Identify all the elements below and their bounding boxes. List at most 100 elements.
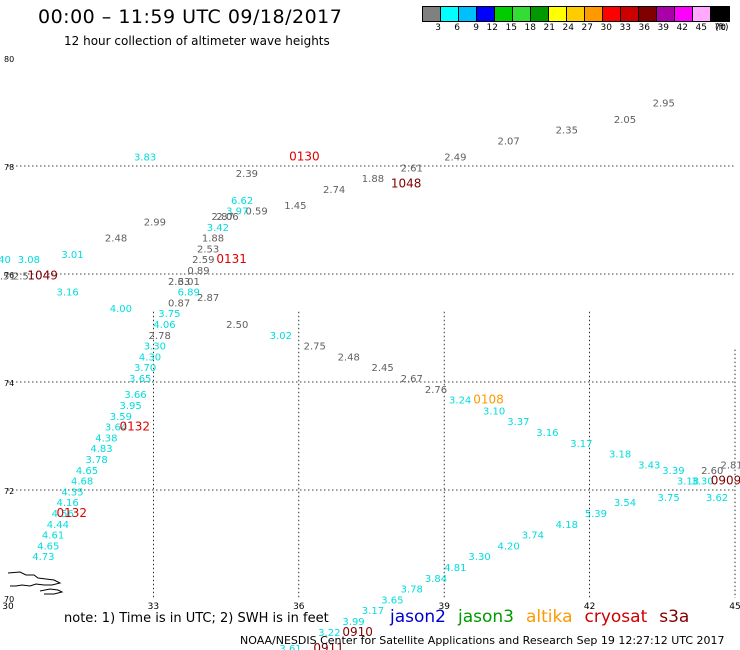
pass-time-labels: 0130 1048 1049 0131 0132 0132 0108 0909 0910 0911 [27,150,740,650]
legend-cryosat: cryosat [584,607,648,627]
wave-height-value: 3.01 [178,277,200,288]
colorbar-label: 9 [473,23,479,33]
wave-height-value: 3.10 [483,406,505,417]
wave-height-value: 2.53 [197,244,219,255]
wave-height-value: 4.56 [52,509,74,520]
wave-height-value: 2.99 [144,217,166,228]
wave-height-value: 3.22 [318,628,340,639]
wave-height-value: 3.95 [119,401,141,412]
wave-height-points: 2.95 2.05 2.35 2.07 2.49 2.61 1.88 2.74 1.45 0.59… [0,99,740,650]
colorbar-swatch [567,7,585,21]
wave-height-value: 3.75 [158,309,180,320]
wave-height-value: 6.62 [231,196,253,207]
wave-height-value: 3.37 [507,417,529,428]
wave-height-value: 3.30 [144,342,166,353]
lon-tick-label: 42 [584,602,595,612]
colorbar-swatch [513,7,531,21]
wave-height-value: 2.75 [304,342,326,353]
pass-time-label: 0909 [711,474,740,488]
lat-tick-label: 80 [4,55,14,64]
colorbar-label: 3 [435,23,441,33]
colorbar-label: 15 [505,23,517,33]
wave-height-value: 4.35 [61,487,83,498]
wave-height-value: 4.06 [153,320,175,331]
coastline-island-east [39,588,64,595]
colorbar-swatch [621,7,639,21]
wave-height-value: 3.02 [270,331,292,342]
wave-height-value: 0.87 [168,298,190,309]
pass-time-label: 1048 [391,177,422,191]
colorbar-label: 42 [676,23,688,33]
wave-height-value: 3.18 [609,450,631,461]
colorbar-swatch [639,7,657,21]
wave-height-value: 1.45 [284,201,306,212]
wave-height-value: 2.35 [556,126,578,137]
wave-height-value: 3.24 [449,396,471,407]
wave-height-value: 2.78 [149,331,171,342]
note-text: note: 1) Time is in UTC; 2) SWH is in fe… [64,611,329,626]
wave-height-value: 2.07 [498,136,520,147]
wave-height-value: 2.48 [105,234,127,245]
colorbar-swatch [603,7,621,21]
colorbar-swatch [585,7,603,21]
wave-height-value: 3.17 [362,606,384,617]
lon-tick-label: 33 [148,602,159,612]
wave-height-value: 4.81 [444,563,466,574]
wave-height-value: 3.75 [657,493,679,504]
colorbar-label: 21 [543,23,555,33]
lon-tick-label: 45 [729,602,740,612]
coastline-island [7,571,62,587]
wave-height-value: 3.64 [105,423,127,434]
colorbar-label: 45 [695,23,707,33]
wave-height-value: 2.51 [0,271,16,282]
colorbar-label: 39 [657,23,669,33]
wave-height-value: 4.83 [90,444,112,455]
colorbar-swatch [441,7,459,21]
wave-height-value: 3.17 [570,439,592,450]
wave-height-value: 2.5 [13,271,29,282]
wave-height-value: 3.39 [662,466,684,477]
footer-credit: NOAA/NESDIS Center for Satellite Applica… [240,634,725,647]
wave-height-value: 2.39 [236,169,258,180]
wave-height-value: 4.65 [37,541,59,552]
wave-height-value: 3.59 [110,412,132,423]
wave-height-value: 4.38 [95,433,117,444]
wave-height-value: 2.81 [720,460,740,471]
colorbar-swatch [675,7,693,21]
pass-time-label: 0108 [473,393,504,407]
pass-time-label: 0132 [119,420,150,434]
wave-height-value: 3.16 [536,428,558,439]
pass-time-label: 0131 [216,252,247,266]
colorbar-label: 70 [714,23,726,33]
wave-height-value: 2.87 [197,293,219,304]
pass-time-label: 1049 [27,268,58,282]
pass-time-label: 0910 [342,625,373,639]
wave-height-value: 3.30 [468,552,490,563]
wave-height-value: 4.20 [498,541,520,552]
colorbar-swatch [657,7,675,21]
wave-height-value: 4.65 [76,466,98,477]
lon-tick-label: 30 [2,602,14,612]
pass-time-label: 0130 [289,150,320,164]
wave-height-value: 3.97 [226,207,248,218]
wave-height-value: 4.68 [71,477,93,488]
colorbar-label: 12 [486,23,498,33]
wave-height-value: 2.95 [653,99,675,110]
colorbar-swatch [549,7,567,21]
wave-height-value: 2.60 [701,466,723,477]
colorbar-unit: (ft) [715,23,729,33]
colorbar-swatch [477,7,495,21]
wave-height-value: 3.01 [61,250,83,261]
lon-tick-label: 39 [438,602,450,612]
lat-tick-label: 72 [4,487,14,496]
wave-height-value: 2.05 [614,115,636,126]
wave-height-value: 2.61 [401,163,423,174]
wave-height-value: 3.70 [134,363,156,374]
colorbar-swatch [531,7,549,21]
wave-height-value: 3.66 [124,390,146,401]
pass-time-label: 0132 [56,506,87,520]
legend-jason2: jason2 [390,607,446,627]
wave-height-value: 1.88 [362,174,384,185]
wave-height-value: 2.76 [425,385,447,396]
